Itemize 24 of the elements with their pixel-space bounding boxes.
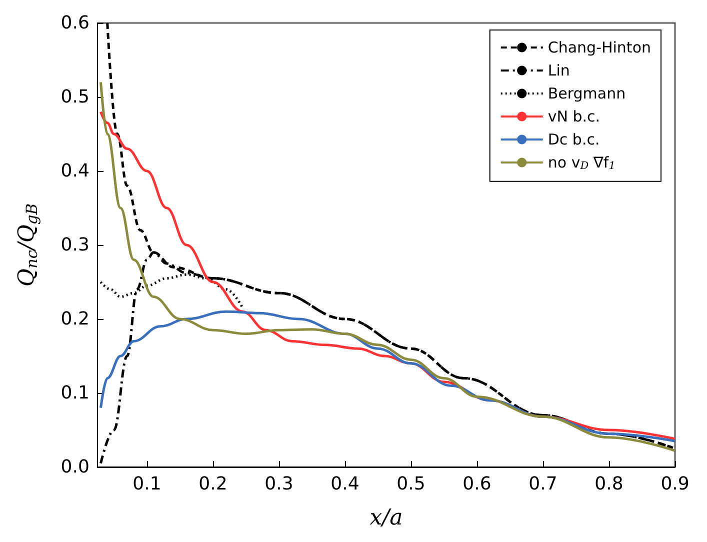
x-tick-label: 0.4: [330, 474, 360, 494]
y-tick-label: 0.0: [60, 456, 90, 478]
x-tick-label: 0.6: [462, 474, 492, 494]
y-tick-label: 0.3: [60, 234, 90, 256]
y-tick-label: 0.2: [60, 308, 90, 330]
legend-label: no vD ∇f1: [548, 154, 616, 172]
legend-label: vN b.c.: [548, 108, 600, 126]
y-tick-label: 0.6: [60, 12, 90, 34]
y-tick-label: 0.5: [60, 86, 90, 108]
x-tick-label: 0.1: [132, 474, 162, 494]
legend-label: Dc b.c.: [548, 130, 600, 148]
y-tick-label: 0.4: [60, 160, 90, 182]
x-tick-label: 0.5: [396, 474, 426, 494]
legend-label: Lin: [548, 62, 570, 80]
x-tick-label: 0.7: [528, 474, 558, 494]
y-axis-title: Qnc/QgB: [14, 203, 41, 287]
y-tick-label: 0.1: [60, 382, 90, 404]
legend-label: Chang-Hinton: [548, 38, 652, 56]
x-tick-label: 0.2: [198, 474, 228, 494]
x-tick-label: 0.3: [264, 474, 294, 494]
x-tick-label: 0.9: [660, 474, 690, 494]
x-axis-title: x/a: [370, 506, 403, 530]
legend-label: Bergmann: [548, 84, 626, 102]
x-tick-label: 0.8: [594, 474, 624, 494]
